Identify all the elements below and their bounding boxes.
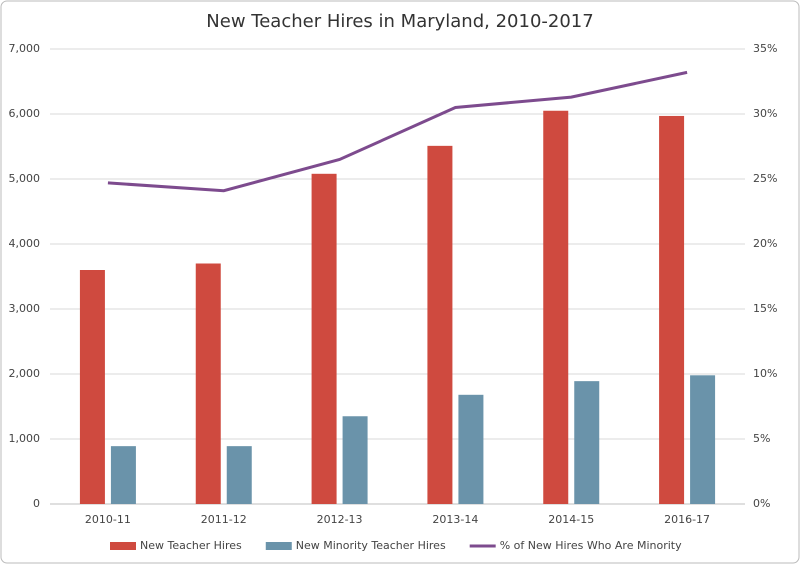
bar bbox=[659, 115, 685, 504]
y-tick-label: 7,000 bbox=[9, 42, 41, 55]
legend-swatch bbox=[265, 542, 292, 550]
legend-label: New Teacher Hires bbox=[140, 539, 242, 552]
bar bbox=[226, 446, 252, 504]
chart-title: New Teacher Hires in Maryland, 2010-2017 bbox=[206, 11, 593, 32]
bar bbox=[574, 381, 600, 504]
y2-tick-label: 15% bbox=[753, 302, 777, 315]
x-tick-label: 2012-13 bbox=[317, 513, 363, 526]
bar bbox=[110, 446, 136, 504]
bar bbox=[311, 173, 337, 505]
bar bbox=[79, 270, 105, 504]
legend-label: % of New Hires Who Are Minority bbox=[500, 539, 682, 552]
y-tick-label: 4,000 bbox=[9, 237, 41, 250]
y-tick-label: 3,000 bbox=[9, 302, 41, 315]
bar bbox=[690, 375, 716, 504]
x-tick-label: 2014-15 bbox=[548, 513, 594, 526]
x-tick-label: 2011-12 bbox=[201, 513, 247, 526]
x-tick-label: 2010-11 bbox=[85, 513, 131, 526]
y-tick-label: 2,000 bbox=[9, 367, 41, 380]
line bbox=[107, 70, 688, 193]
y2-tick-label: 35% bbox=[753, 42, 777, 55]
y2-tick-label: 25% bbox=[753, 172, 777, 185]
bar bbox=[427, 145, 453, 504]
legend-swatch bbox=[110, 542, 136, 550]
y2-tick-label: 5% bbox=[753, 432, 770, 445]
x-tick-label: 2013-14 bbox=[432, 513, 478, 526]
y2-tick-label: 10% bbox=[753, 367, 777, 380]
y-tick-label: 1,000 bbox=[9, 432, 41, 445]
bar bbox=[195, 263, 221, 504]
legend-label: New Minority Teacher Hires bbox=[296, 539, 446, 552]
y-tick-label: 5,000 bbox=[9, 172, 41, 185]
bar bbox=[458, 394, 484, 504]
bar bbox=[342, 416, 368, 504]
bar bbox=[543, 110, 569, 504]
x-tick-label: 2016-17 bbox=[664, 513, 710, 526]
y2-tick-label: 20% bbox=[753, 237, 777, 250]
y-tick-label: 0 bbox=[33, 497, 40, 510]
y2-tick-label: 0% bbox=[753, 497, 770, 510]
y-tick-label: 6,000 bbox=[9, 107, 41, 120]
y2-tick-label: 30% bbox=[753, 107, 777, 120]
